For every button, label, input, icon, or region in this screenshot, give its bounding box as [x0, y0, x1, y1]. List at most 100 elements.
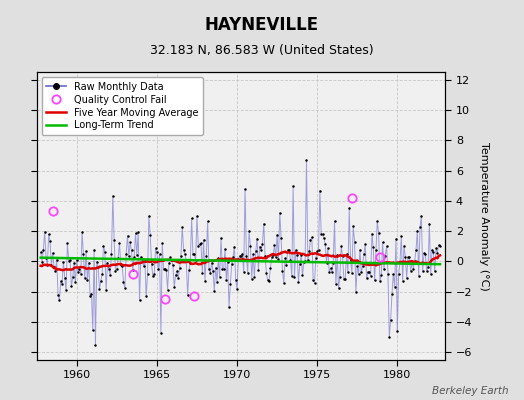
- Point: [195, 241, 204, 248]
- Point: [182, 258, 190, 264]
- Point: [303, 257, 312, 263]
- Point: [413, 227, 421, 234]
- Point: [256, 244, 264, 250]
- Point: [174, 275, 182, 281]
- Point: [434, 242, 443, 248]
- Point: [329, 259, 337, 266]
- Point: [375, 230, 383, 236]
- Point: [405, 254, 413, 260]
- Point: [313, 248, 321, 255]
- Point: [117, 262, 125, 268]
- Point: [51, 268, 60, 274]
- Point: [369, 244, 377, 251]
- Point: [63, 240, 72, 246]
- Point: [156, 251, 164, 257]
- Point: [342, 250, 351, 257]
- Point: [146, 232, 155, 238]
- Point: [81, 275, 89, 282]
- Point: [105, 266, 113, 272]
- Point: [194, 243, 202, 250]
- Point: [210, 288, 219, 294]
- Point: [273, 232, 281, 238]
- Point: [428, 246, 436, 253]
- Point: [123, 232, 132, 239]
- Point: [39, 247, 48, 253]
- Point: [226, 281, 235, 287]
- Point: [193, 213, 201, 219]
- Point: [237, 252, 245, 259]
- Point: [300, 259, 308, 266]
- Point: [37, 249, 45, 256]
- Point: [119, 279, 128, 285]
- Point: [389, 271, 398, 277]
- Point: [397, 233, 406, 240]
- Point: [159, 266, 168, 272]
- Text: HAYNEVILLE: HAYNEVILLE: [205, 16, 319, 34]
- Point: [208, 260, 216, 266]
- Point: [368, 231, 376, 237]
- Point: [396, 259, 404, 266]
- Point: [307, 237, 315, 243]
- Point: [94, 264, 102, 270]
- Point: [385, 334, 394, 340]
- Point: [234, 256, 243, 262]
- Point: [270, 242, 279, 248]
- Point: [38, 258, 46, 265]
- Point: [235, 252, 244, 259]
- Point: [250, 274, 258, 280]
- Point: [142, 293, 150, 300]
- Point: [388, 291, 396, 297]
- Point: [108, 193, 117, 200]
- Point: [132, 230, 140, 236]
- Point: [213, 278, 221, 285]
- Point: [298, 272, 307, 279]
- Point: [253, 235, 261, 242]
- Point: [241, 186, 249, 192]
- Point: [378, 239, 387, 246]
- Point: [126, 239, 134, 246]
- Point: [96, 278, 105, 284]
- Point: [150, 271, 158, 277]
- Point: [351, 238, 359, 245]
- Point: [67, 283, 75, 290]
- Point: [71, 279, 80, 286]
- Point: [349, 223, 357, 230]
- Point: [268, 254, 276, 260]
- Point: [158, 240, 167, 247]
- Point: [125, 253, 133, 260]
- Point: [232, 276, 240, 283]
- Point: [422, 268, 431, 274]
- Point: [214, 255, 223, 261]
- Point: [59, 258, 68, 265]
- Point: [333, 252, 342, 258]
- Point: [269, 252, 277, 259]
- Point: [278, 268, 287, 274]
- Point: [410, 258, 419, 264]
- Point: [436, 243, 444, 250]
- Point: [133, 252, 141, 258]
- Point: [149, 273, 157, 280]
- Point: [246, 242, 255, 249]
- Point: [95, 286, 104, 292]
- Point: [274, 256, 282, 263]
- Point: [64, 258, 73, 264]
- Point: [191, 257, 200, 264]
- Point: [198, 270, 206, 276]
- Point: [89, 326, 97, 333]
- Point: [91, 342, 100, 348]
- Point: [401, 254, 410, 260]
- Point: [361, 241, 369, 248]
- Point: [408, 260, 416, 266]
- Point: [78, 229, 86, 235]
- Point: [315, 187, 324, 194]
- Point: [111, 268, 119, 274]
- Point: [247, 275, 256, 282]
- Point: [69, 274, 77, 280]
- Point: [372, 247, 380, 253]
- Point: [384, 271, 392, 277]
- Point: [290, 274, 299, 280]
- Point: [189, 251, 197, 257]
- Point: [74, 268, 82, 275]
- Point: [77, 271, 85, 277]
- Point: [82, 248, 90, 254]
